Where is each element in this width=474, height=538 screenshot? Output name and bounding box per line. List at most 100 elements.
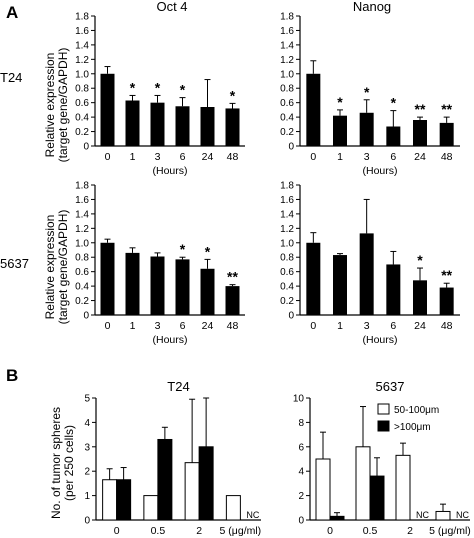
x-tick-label: 0 — [327, 525, 333, 537]
x-tick-label: 1 — [130, 320, 136, 332]
y-tick-label: 1.4 — [280, 209, 294, 220]
x-tick-label: 3 — [155, 320, 161, 332]
y-tick-label: 1 — [84, 491, 90, 502]
x-tick-label: 0.5 — [151, 525, 166, 537]
x-tick-label: 3 — [155, 151, 161, 163]
y-tick-label: 1.2 — [75, 55, 89, 66]
significance-label: * — [180, 82, 186, 98]
nc-label: NC — [456, 510, 469, 520]
x-tick-label: 48 — [441, 320, 453, 332]
chart-title: Oct 4 — [156, 0, 187, 14]
y-tick-label: 0 — [288, 311, 294, 322]
y-tick-label: 0 — [288, 142, 294, 153]
x-axis-label: (Hours) — [152, 165, 187, 177]
y-tick-label: 8 — [298, 418, 304, 429]
bar — [125, 100, 140, 146]
legend-label: >100μm — [394, 422, 431, 433]
ylabel-line2: (per 250 cells) — [62, 425, 76, 501]
x-tick-label: 1 — [337, 151, 343, 163]
significance-label: * — [391, 95, 397, 111]
significance-label: * — [230, 87, 236, 103]
bar — [413, 280, 427, 315]
bar — [125, 252, 140, 315]
x-tick-label: 24 — [202, 320, 214, 332]
panel-label-b: B — [6, 366, 18, 385]
x-tick-label: 0.5 — [363, 525, 378, 537]
y-tick-label: 10 — [293, 394, 305, 405]
chart-title: Nanog — [353, 0, 391, 14]
y-tick-label: 6 — [298, 442, 304, 453]
bar — [150, 102, 165, 146]
ylabel-line1: Relative expression — [43, 215, 57, 320]
y-tick-label: 0.6 — [280, 267, 294, 278]
x-tick-label: 6 — [180, 151, 186, 163]
x-tick-label: 0 — [114, 525, 120, 537]
y-tick-label: 0.8 — [75, 253, 89, 264]
x-tick-label: 5 (μg/ml) — [429, 525, 471, 537]
bar — [225, 108, 240, 146]
y-tick-label: 1.8 — [280, 181, 294, 192]
y-tick-label: 0.8 — [280, 253, 294, 264]
ylabel-line1: Relative expression — [43, 53, 57, 158]
x-tick-label: 3 — [364, 320, 370, 332]
bar — [395, 454, 411, 521]
ylabel-panel-a-bottom: Relative expression (target gene/GAPDH) — [43, 210, 70, 325]
x-tick-label: 0 — [105, 320, 111, 332]
bar — [435, 510, 451, 521]
bar — [100, 242, 115, 315]
row-label-t24: T24 — [0, 70, 22, 85]
y-tick-label: 2 — [84, 467, 90, 478]
bar — [359, 112, 374, 146]
row-label-5637: 5637 — [0, 256, 29, 271]
significance-label: * — [417, 252, 423, 268]
legend-label: 50-100μm — [394, 405, 439, 416]
x-tick-label: 2 — [407, 525, 413, 537]
bar — [306, 73, 321, 146]
y-tick-label: 1.0 — [75, 238, 89, 249]
bar — [333, 255, 347, 315]
x-tick-label: 24 — [414, 320, 426, 332]
bar — [359, 233, 374, 315]
y-tick-label: 4 — [84, 418, 90, 429]
bar — [439, 287, 454, 315]
y-tick-label: 1.4 — [75, 40, 89, 51]
ylabel-line1: No. of tumor spheres — [49, 407, 63, 519]
y-tick-label: 0.2 — [75, 127, 89, 138]
y-tick-label: 1.6 — [75, 26, 89, 37]
y-tick-label: 0.4 — [75, 113, 89, 124]
chart-spheres-t24: 0 1 2 3 4 5 0 0.5 2 NC 5 (μg/ml) T24 — [84, 379, 261, 537]
bar — [200, 107, 215, 146]
bar — [355, 446, 371, 521]
ylabel-line2: (target gene/GAPDH) — [56, 210, 70, 325]
bar — [143, 495, 159, 521]
y-tick-label: 0.2 — [280, 127, 294, 138]
y-tick-label: 0.6 — [280, 98, 294, 109]
significance-label: * — [155, 79, 161, 95]
legend-swatch — [377, 420, 390, 432]
chart-title: T24 — [167, 379, 189, 394]
bar — [369, 475, 385, 521]
ylabel-line2: (target gene/GAPDH) — [56, 48, 70, 163]
bar — [306, 242, 321, 315]
x-axis-label: (Hours) — [152, 334, 187, 346]
panel-label-a: A — [6, 3, 18, 22]
x-axis-label: (Hours) — [362, 165, 397, 177]
significance-label: ** — [441, 101, 452, 117]
chart-nanog-5637: 0 0.2 0.4 0.6 0.8 1.0 1.2 1.4 1.6 1.8 0 1 3 6 * 24 ** 48 (… — [280, 181, 460, 346]
significance-label: ** — [415, 101, 426, 117]
x-tick-label: 6 — [180, 320, 186, 332]
chart-nanog-t24: 0 0.2 0.4 0.6 0.8 1.0 1.2 1.4 1.6 1.8 0 * 1 * 3 * 6 ** 24 *… — [280, 0, 460, 177]
y-tick-label: 1.4 — [280, 40, 294, 51]
y-tick-label: 0.2 — [75, 296, 89, 307]
x-tick-label: 6 — [390, 151, 396, 163]
x-tick-label: 2 — [196, 525, 202, 537]
y-tick-label: 0.4 — [280, 282, 294, 293]
x-tick-label: 5 (μg/ml) — [220, 525, 262, 537]
bar — [116, 479, 132, 521]
significance-label: * — [130, 79, 136, 95]
chart-oct4-5637: 0 0.2 0.4 0.6 0.8 1.0 1.2 1.4 1.6 1.8 0 1 3 * 6 * 24 ** 48… — [75, 181, 245, 346]
bar — [439, 122, 454, 146]
x-tick-label: 48 — [227, 151, 239, 163]
nc-label: NC — [416, 510, 429, 520]
